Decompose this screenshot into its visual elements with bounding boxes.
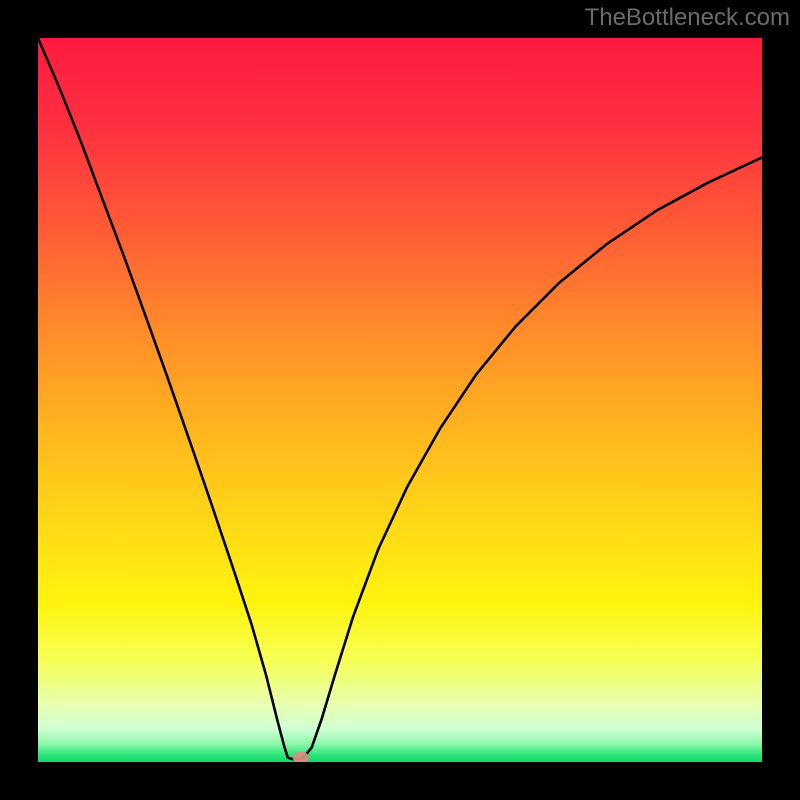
bottleneck-chart xyxy=(0,0,800,800)
optimal-point-marker xyxy=(293,752,309,764)
plot-background-gradient xyxy=(38,38,762,762)
